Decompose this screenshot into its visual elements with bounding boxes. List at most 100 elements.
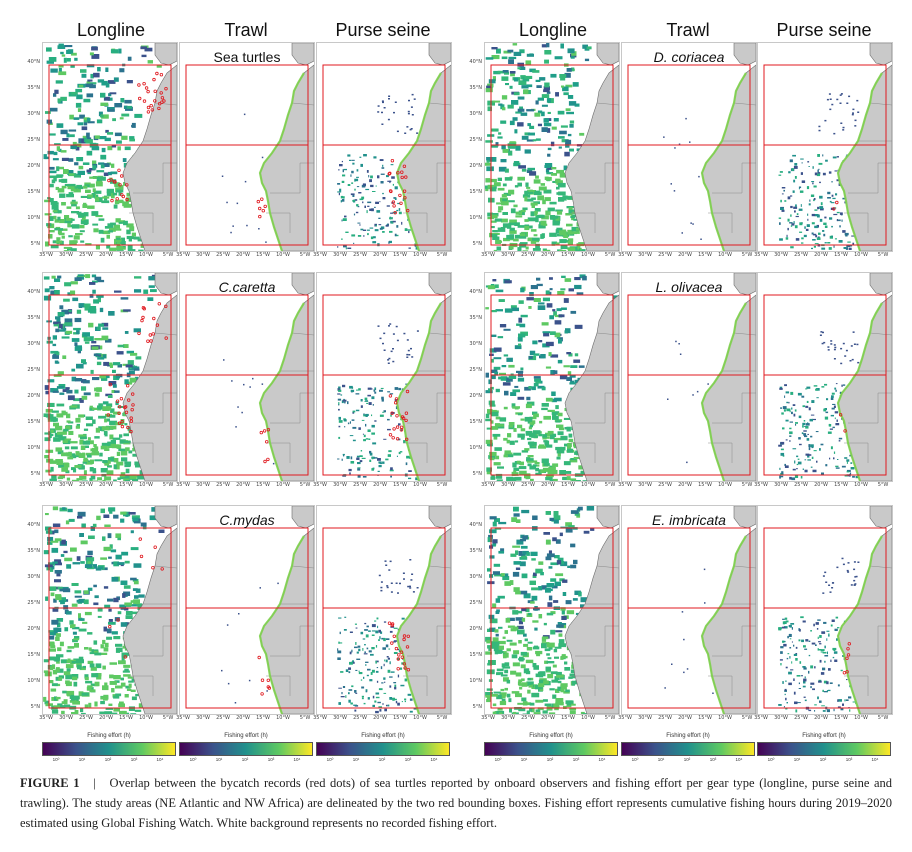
effort-cell bbox=[223, 359, 225, 361]
effort-cell bbox=[86, 93, 94, 98]
effort-cell bbox=[360, 455, 363, 457]
x-tick-label: 10°W bbox=[718, 715, 732, 721]
effort-cell bbox=[99, 176, 106, 181]
effort-cell bbox=[80, 69, 87, 73]
effort-cell bbox=[355, 669, 358, 671]
effort-cell bbox=[101, 147, 106, 153]
effort-cell bbox=[707, 383, 709, 385]
effort-cell bbox=[789, 647, 792, 649]
x-tick-label: 5°W bbox=[299, 252, 311, 258]
effort-cell bbox=[221, 669, 223, 672]
effort-cell bbox=[824, 119, 827, 122]
effort-cell bbox=[57, 622, 61, 627]
effort-cell bbox=[820, 672, 825, 675]
effort-cell bbox=[568, 433, 573, 438]
x-tick-label: 15°W bbox=[834, 252, 848, 258]
effort-cell bbox=[545, 666, 551, 672]
country-border bbox=[869, 565, 892, 569]
bycatch-record bbox=[137, 83, 141, 87]
effort-cell bbox=[111, 145, 117, 148]
effort-cell bbox=[807, 161, 810, 163]
effort-cell bbox=[95, 181, 103, 187]
effort-cell bbox=[68, 235, 73, 238]
effort-cell bbox=[73, 117, 80, 120]
effort-cell bbox=[94, 595, 99, 599]
effort-cell bbox=[378, 461, 382, 464]
effort-cell bbox=[834, 387, 837, 390]
effort-cell bbox=[550, 611, 556, 615]
effort-cell bbox=[89, 477, 93, 481]
effort-cell bbox=[389, 630, 393, 633]
effort-cell bbox=[377, 325, 380, 327]
effort-cell bbox=[823, 621, 827, 624]
effort-cell bbox=[361, 457, 366, 459]
effort-cell bbox=[409, 710, 413, 713]
effort-cell bbox=[842, 197, 846, 200]
effort-cell bbox=[91, 146, 100, 151]
effort-cell bbox=[389, 685, 392, 688]
effort-cell bbox=[410, 579, 413, 581]
effort-cell bbox=[92, 280, 98, 283]
effort-cell bbox=[404, 700, 406, 703]
effort-cell bbox=[495, 388, 500, 393]
effort-cell bbox=[129, 138, 135, 142]
colorbar-tick-label: 10⁰ bbox=[494, 757, 502, 762]
effort-cell bbox=[51, 683, 58, 687]
effort-cell bbox=[349, 651, 352, 655]
effort-cell bbox=[57, 450, 64, 455]
effort-cell bbox=[363, 235, 365, 237]
effort-cell bbox=[73, 681, 78, 687]
effort-cell bbox=[408, 230, 410, 234]
effort-cell bbox=[47, 414, 52, 420]
effort-cell bbox=[571, 67, 575, 72]
effort-cell bbox=[541, 642, 550, 645]
effort-cell bbox=[544, 82, 550, 88]
effort-cell bbox=[565, 213, 573, 216]
effort-cell bbox=[485, 695, 492, 698]
y-tick-label: 15°N bbox=[27, 652, 40, 658]
effort-cell bbox=[43, 295, 52, 301]
effort-cell bbox=[527, 689, 531, 694]
effort-cell bbox=[494, 447, 502, 451]
effort-cell bbox=[561, 307, 567, 310]
effort-cell bbox=[530, 601, 535, 604]
effort-cell bbox=[810, 686, 812, 689]
effort-cell bbox=[538, 340, 543, 343]
effort-cell bbox=[107, 223, 114, 228]
bycatch-record bbox=[405, 389, 410, 394]
map-svg bbox=[485, 273, 619, 481]
effort-cell bbox=[54, 227, 60, 231]
effort-cell bbox=[405, 462, 408, 466]
effort-cell bbox=[488, 388, 492, 392]
effort-cell bbox=[556, 456, 561, 460]
effort-cell bbox=[385, 225, 389, 227]
effort-cell bbox=[116, 351, 124, 355]
effort-cell bbox=[113, 695, 120, 699]
effort-cell bbox=[84, 704, 89, 708]
effort-cell bbox=[62, 138, 69, 141]
effort-cell bbox=[77, 274, 84, 277]
africa-landmass bbox=[122, 64, 177, 251]
effort-cell bbox=[539, 77, 546, 81]
effort-cell bbox=[498, 132, 502, 135]
effort-cell bbox=[856, 99, 859, 102]
effort-cell bbox=[834, 411, 839, 414]
effort-cell bbox=[485, 651, 492, 655]
map-svg bbox=[185, 273, 314, 481]
effort-cell bbox=[50, 688, 57, 692]
effort-cell bbox=[57, 45, 66, 49]
effort-cell bbox=[824, 660, 826, 663]
effort-cell bbox=[70, 64, 75, 68]
effort-cell bbox=[486, 639, 491, 644]
effort-cell bbox=[72, 626, 80, 630]
country-border bbox=[596, 565, 619, 569]
effort-cell bbox=[494, 284, 499, 289]
effort-cell bbox=[489, 457, 495, 461]
effort-cell bbox=[820, 207, 824, 211]
effort-cell bbox=[568, 676, 573, 679]
effort-cell bbox=[221, 175, 224, 177]
bycatch-record bbox=[125, 383, 130, 388]
effort-cell bbox=[58, 67, 62, 72]
effort-cell bbox=[236, 202, 239, 205]
effort-cell bbox=[118, 221, 123, 224]
